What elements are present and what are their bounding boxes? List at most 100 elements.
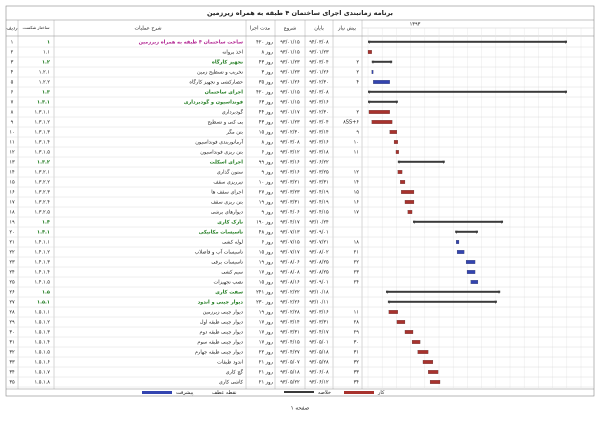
row-finish: ۹۳/۰۴/۱۵ <box>309 210 329 216</box>
row-wbs: ۱.۴.۱.۴ <box>34 270 50 276</box>
row-finish: ۹۴/۰۳/۰۸ <box>309 40 329 46</box>
row-pred: ۴ <box>356 80 359 86</box>
task-bar <box>404 330 414 334</box>
row-name: دیوارهای برشی <box>211 210 243 216</box>
row-wbs: ۱ <box>47 40 50 46</box>
row-finish: ۹۳/۰۱/۲۳ <box>309 50 329 56</box>
task-bar <box>393 140 398 144</box>
row-name: ساخت ساختمان ۴ طبقه به همراه زیرزمین <box>139 40 243 46</box>
row-id: ۸ <box>11 110 14 116</box>
row-duration: ۱۹ روز <box>259 200 274 206</box>
row-name: گچ کاری <box>226 369 244 376</box>
task-bar <box>389 130 398 134</box>
row-id: ۳۰ <box>9 330 14 336</box>
row-start: ۹۳/۰۷/۱۳ <box>280 230 300 236</box>
task-bar <box>396 320 406 324</box>
row-finish: ۹۳/۰۵/۲۸ <box>309 360 329 366</box>
row-start: ۹۳/۰۸/۱۶ <box>280 280 300 286</box>
row-wbs: ۱.۳.۲.۴ <box>34 200 50 206</box>
row-finish: ۹۳/۰۸/۲۵ <box>309 260 329 266</box>
row-id: ۳ <box>11 60 14 66</box>
legend-task: کار <box>377 390 385 396</box>
row-pred: ۲۹ <box>354 330 360 336</box>
legend-summary: خلاصه <box>318 390 331 396</box>
row-name: دیوار چینی طبقه دوم <box>200 330 243 336</box>
timeline-label: ۱۳۹۳ <box>410 22 421 28</box>
row-finish: ۹۳/۰۴/۱۹ <box>309 190 329 196</box>
row-id: ۴ <box>11 70 14 76</box>
row-start: ۹۳/۰۱/۱۵ <box>280 50 300 56</box>
page-frame <box>5 5 595 397</box>
row-duration: ۱۹ روز <box>259 310 274 316</box>
summary-cap <box>500 220 504 224</box>
row-id: ۲۶ <box>9 290 15 296</box>
row-start: ۹۳/۰۳/۱۴ <box>280 320 300 326</box>
row-finish: ۹۳/۰۹/۰۱ <box>309 230 328 236</box>
row-duration: ۱۵ روز <box>259 130 274 136</box>
legend-swatch-task <box>344 391 374 394</box>
col-wbs: ساختار شکست <box>23 25 50 30</box>
row-duration: ۴۲۰ روز <box>256 40 273 46</box>
row-wbs: ۱.۳.۲.۱ <box>34 170 50 176</box>
col-pred: پیش نیاز <box>337 26 356 32</box>
summary-cap <box>389 60 393 64</box>
row-pred: ۲ <box>356 110 359 116</box>
row-finish: ۹۳/۰۳/۰۴ <box>309 60 329 66</box>
row-wbs: ۱.۵.۱.۴ <box>34 340 50 346</box>
summary-bar <box>413 220 504 223</box>
row-wbs: ۱.۵.۱.۲ <box>34 320 50 326</box>
row-name: اندود طبقات <box>217 360 243 366</box>
row-id: ۲۹ <box>9 320 15 326</box>
row-pred: ۱۱ <box>354 150 359 156</box>
col-id: ردیف <box>6 26 18 32</box>
row-pred: ۳۳ <box>354 370 360 376</box>
row-finish: ۹۳/۰۱/۲۶ <box>309 70 329 76</box>
row-wbs: ۱.۲.۱ <box>39 70 50 76</box>
row-start: ۹۳/۰۱/۲۳ <box>280 70 300 76</box>
row-start: ۹۳/۰۵/۱۸ <box>280 370 300 376</box>
row-start: ۹۳/۰۲/۳۰ <box>280 130 299 136</box>
row-id: ۳۵ <box>9 380 15 386</box>
row-wbs: ۱.۲ <box>42 60 50 66</box>
summary-bar <box>368 90 567 93</box>
row-name: بتن مگر <box>226 129 244 136</box>
task-bar <box>367 50 372 54</box>
row-duration: ۶۳ روز <box>259 100 274 106</box>
row-duration: ۲۳۰ روز <box>256 300 273 306</box>
page-title: برنامه زمانبندی اجرای ساختمان ۴ طبقه به … <box>207 9 393 17</box>
row-start: ۹۳/۰۴/۲۷ <box>280 350 300 356</box>
task-bar <box>456 250 465 254</box>
row-name: نازک کاری <box>217 219 243 226</box>
row-id: ۲۰ <box>9 230 14 236</box>
row-duration: ۱۷ روز <box>259 340 274 346</box>
row-id: ۳۴ <box>9 370 15 376</box>
row-finish: ۹۳/۱۰/۲۴ <box>309 220 329 226</box>
legend-swatch-blue <box>142 391 172 394</box>
summary-cap <box>564 90 567 94</box>
summary-cap <box>442 160 445 164</box>
row-name: تجهیز کارگاه <box>212 59 243 66</box>
row-start: ۹۳/۰۵/۰۷ <box>280 360 300 366</box>
row-name: ستون گذاری <box>217 169 243 176</box>
row-duration: ۲۷ روز <box>259 190 274 196</box>
row-start: ۹۳/۰۱/۲۶ <box>280 80 300 86</box>
row-duration: ۱۰ روز <box>259 180 274 186</box>
task-bar <box>404 200 415 204</box>
row-pred: ۱۴ <box>354 180 360 186</box>
row-name: اجرای اسکلت <box>210 160 244 166</box>
row-wbs: ۱.۳.۱.۵ <box>34 150 50 156</box>
row-finish: ۹۳/۰۲/۳۰ <box>309 110 328 116</box>
row-duration: ۱۷ روز <box>259 270 274 276</box>
row-id: ۲۷ <box>9 300 15 306</box>
row-pred: ۲۳ <box>354 270 360 276</box>
task-bar <box>397 170 403 174</box>
row-wbs: ۱.۵.۱ <box>37 300 50 306</box>
row-duration: ۹ روز <box>261 210 273 216</box>
row-id: ۹ <box>11 120 14 126</box>
row-finish: ۹۳/۰۳/۱۴ <box>309 130 329 136</box>
col-start: شروع <box>284 26 296 32</box>
row-duration: ۶ روز <box>261 240 273 246</box>
row-name: حصارکشی و تجهیز کارگاه <box>189 79 243 86</box>
row-start: ۹۳/۰۱/۱۷ <box>280 110 300 116</box>
task-bar <box>371 70 374 74</box>
